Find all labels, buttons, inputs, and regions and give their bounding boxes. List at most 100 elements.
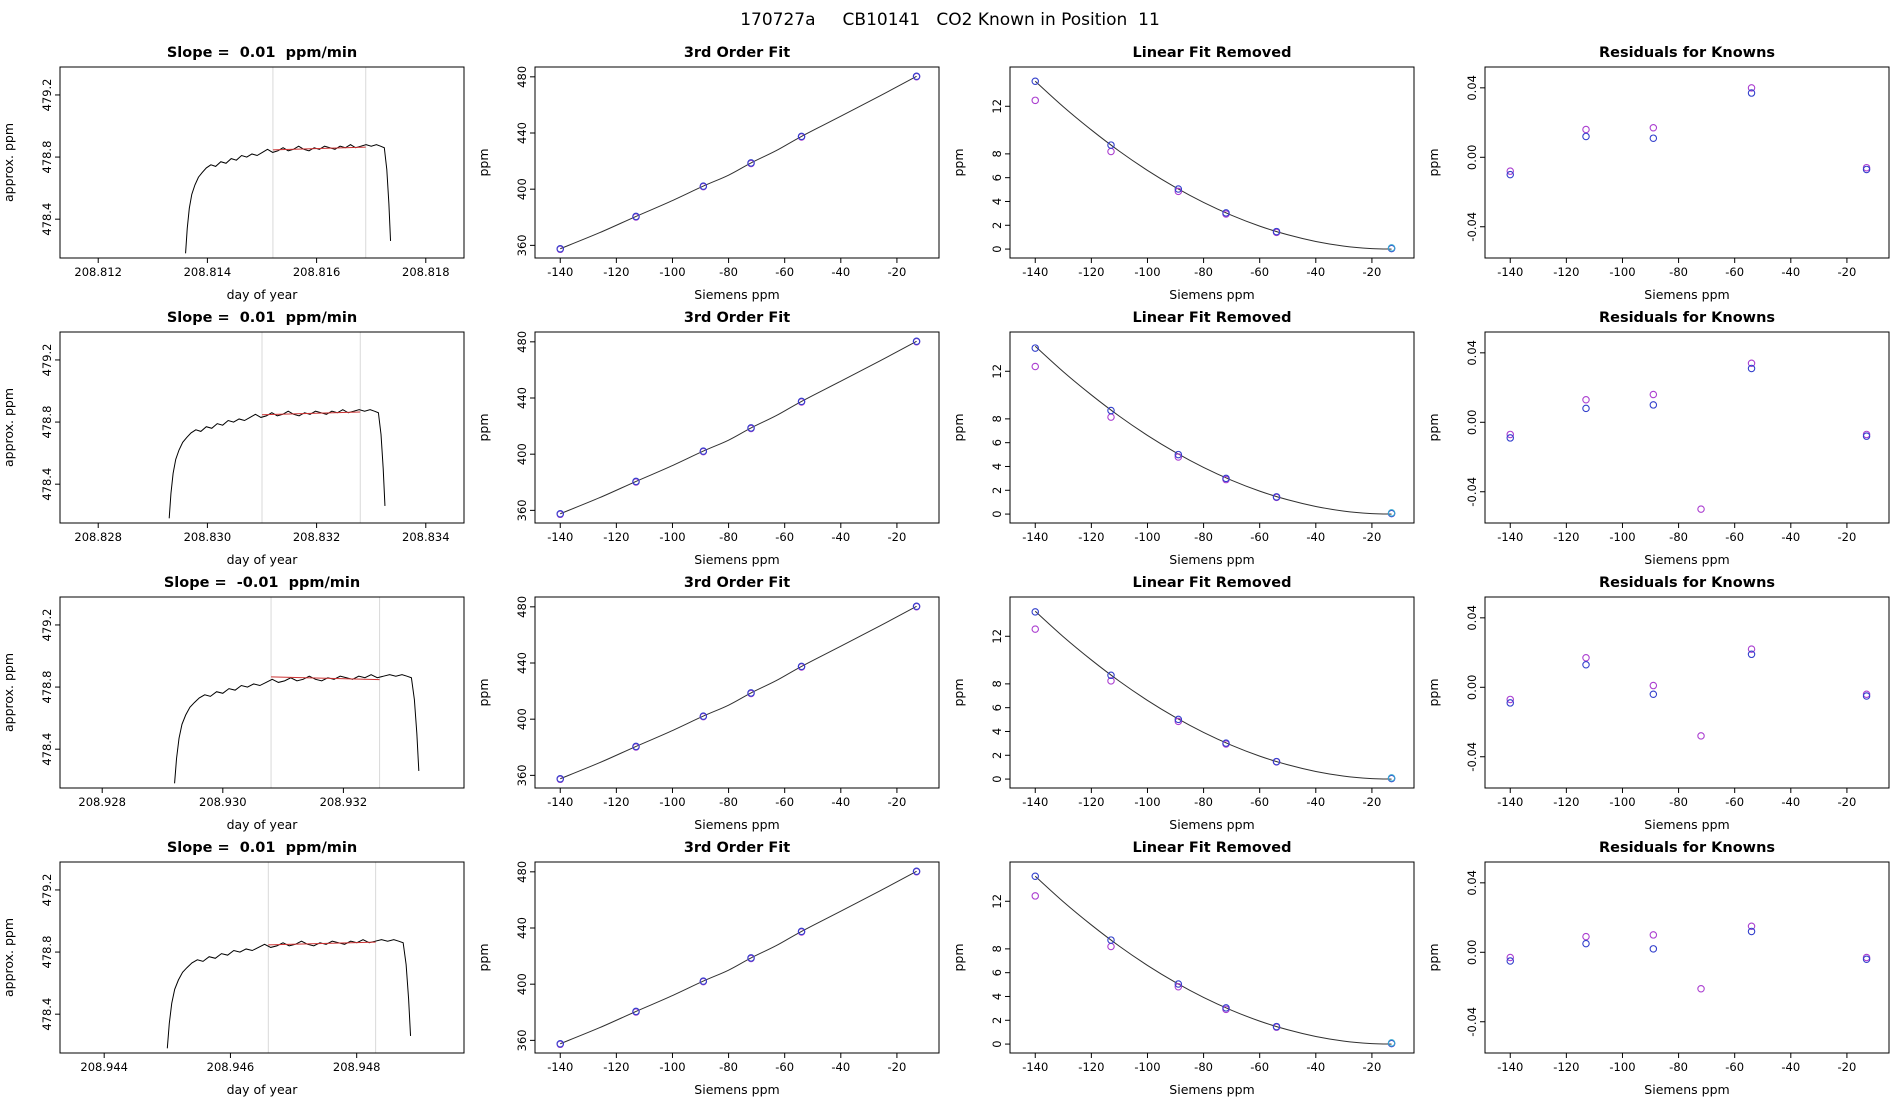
x-tick-label: -40 — [831, 265, 850, 279]
series-purple — [556, 337, 921, 519]
panel-r1c4: -140 -120 -100 -80 -60 -40 -20 -0.04 0.00 0.04 Res… — [1426, 45, 1890, 302]
x-tick-label: -20 — [888, 265, 907, 279]
data-point — [1107, 671, 1115, 680]
panel-r3c3: -140 -120 -100 -80 -60 -40 -20 0 2 4 6 8 12 Linear Fi… — [951, 575, 1415, 832]
panel-title: Linear Fit Removed — [1133, 840, 1292, 856]
x-axis-label: Siemens ppm — [1644, 1082, 1729, 1097]
x-tick-label: -40 — [1781, 265, 1800, 279]
signal-trace — [166, 939, 412, 1049]
series-purple — [1031, 625, 1396, 783]
series-blue — [556, 72, 921, 253]
series-blue — [1031, 872, 1396, 1048]
x-axis-label: Siemens ppm — [1169, 817, 1254, 832]
x-tick-label: 208.928 — [78, 795, 126, 809]
x-tick-label: -120 — [603, 265, 629, 279]
y-tick-label: 479.2 — [40, 78, 54, 111]
data-point — [1107, 936, 1115, 944]
x-tick-label: -100 — [1134, 265, 1160, 279]
y-tick-label: 4 — [990, 198, 1004, 205]
x-axis-label: day of year — [227, 552, 299, 567]
y-tick-label: 0 — [990, 1040, 1004, 1047]
x-tick-label: -60 — [775, 1060, 794, 1074]
data-point — [1031, 625, 1040, 633]
series-blue — [1031, 344, 1396, 518]
data-point — [1031, 344, 1040, 352]
data-point — [1506, 953, 1515, 962]
data-point — [632, 477, 640, 486]
data-point — [1031, 892, 1040, 900]
fit-curve — [560, 870, 917, 1045]
data-point — [1582, 654, 1590, 662]
fit-curve — [1034, 610, 1392, 780]
y-tick-label: 12 — [990, 629, 1004, 644]
x-tick-label: -20 — [888, 530, 907, 544]
panel-title: Linear Fit Removed — [1133, 45, 1292, 61]
data-point — [1747, 84, 1756, 92]
x-tick-label: -100 — [659, 1060, 685, 1074]
data-point — [1649, 134, 1658, 142]
data-point — [1222, 1004, 1230, 1012]
data-point — [1174, 980, 1183, 988]
x-tick-label: -20 — [1838, 1060, 1857, 1074]
x-axis-label: Siemens ppm — [694, 817, 779, 832]
x-tick-label: -140 — [1022, 795, 1048, 809]
y-tick-label: 440 — [515, 917, 529, 939]
x-tick-label: -140 — [1497, 1060, 1523, 1074]
x-tick-label: -80 — [1194, 795, 1213, 809]
data-point — [1582, 932, 1590, 941]
data-point — [912, 337, 921, 346]
y-tick-label: 12 — [990, 99, 1004, 114]
y-tick-label: 400 — [515, 973, 529, 995]
slope-fit-line — [261, 411, 361, 416]
x-tick-label: -140 — [1022, 1060, 1048, 1074]
series-blue — [556, 602, 921, 783]
series-purple — [1506, 84, 1871, 175]
y-tick-label: 360 — [515, 764, 529, 786]
y-tick-label: -0.04 — [1465, 742, 1479, 772]
y-tick-label: 0.00 — [1465, 144, 1479, 170]
data-point — [1506, 170, 1515, 179]
x-tick-label: -80 — [1669, 1060, 1688, 1074]
data-point — [1747, 89, 1756, 97]
panel-title: Slope = -0.01 ppm/min — [164, 575, 360, 591]
panel-r3c2: -140 -120 -100 -80 -60 -40 -20 360 400 440 480 3rd … — [476, 575, 940, 832]
panel-r4c4: -140 -120 -100 -80 -60 -40 -20 -0.04 0.00 0.04 Res… — [1426, 840, 1890, 1097]
y-tick-label: 2 — [990, 487, 1004, 494]
fit-curve — [560, 605, 917, 780]
x-tick-label: -80 — [1194, 1060, 1213, 1074]
plot-box — [534, 331, 940, 524]
y-axis-label: ppm — [1426, 413, 1441, 441]
x-tick-label: -140 — [547, 1060, 573, 1074]
series-purple — [1506, 922, 1871, 993]
data-point — [1506, 699, 1515, 707]
y-tick-label: 2 — [990, 752, 1004, 759]
x-tick-label: -20 — [1838, 265, 1857, 279]
plot-box — [1484, 861, 1890, 1054]
y-tick-label: 6 — [990, 174, 1004, 181]
x-tick-label: -80 — [719, 1060, 738, 1074]
data-point — [1862, 692, 1871, 700]
x-tick-label: -60 — [1250, 1060, 1269, 1074]
signal-trace — [185, 144, 392, 254]
data-point — [1747, 650, 1756, 659]
panel-r2c2: -140 -120 -100 -80 -60 -40 -20 360 400 440 480 3rd … — [476, 310, 940, 567]
plot-box — [1009, 66, 1415, 259]
data-point — [747, 954, 755, 962]
series-blue — [1506, 89, 1871, 179]
x-tick-label: -120 — [1553, 795, 1579, 809]
y-tick-label: 2 — [990, 222, 1004, 229]
panel-title: Linear Fit Removed — [1133, 310, 1292, 326]
x-tick-label: -60 — [775, 265, 794, 279]
y-tick-label: 478.8 — [40, 141, 54, 174]
x-tick-label: 208.812 — [74, 265, 122, 279]
x-tick-label: -80 — [1194, 530, 1213, 544]
data-point — [1649, 681, 1658, 690]
y-axis-label: approx. ppm — [1, 388, 16, 467]
x-tick-label: -40 — [1306, 530, 1325, 544]
x-tick-label: -120 — [603, 795, 629, 809]
x-tick-label: -20 — [1363, 530, 1382, 544]
y-tick-label: 478.8 — [40, 406, 54, 439]
series-purple — [1031, 362, 1396, 518]
y-tick-label: 440 — [515, 387, 529, 409]
x-tick-label: -140 — [1497, 530, 1523, 544]
